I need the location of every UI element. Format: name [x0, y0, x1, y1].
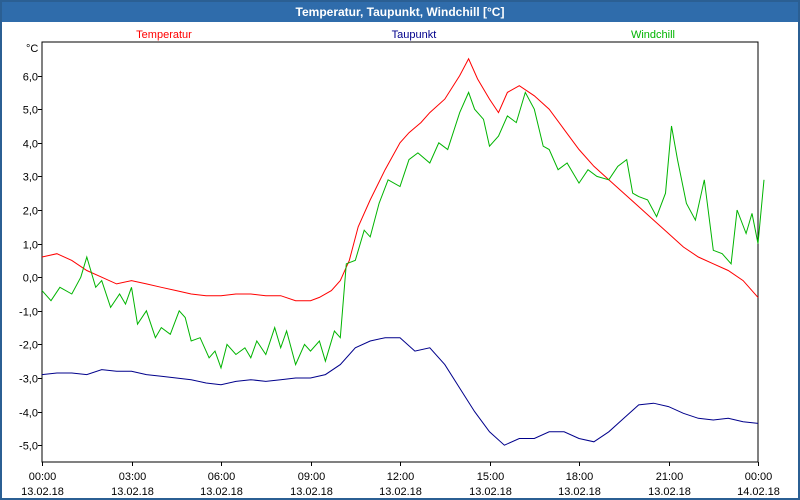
y-tick-label: -1,0: [19, 307, 38, 319]
y-tick-label: -5,0: [19, 441, 38, 453]
x-tick-label-date: 13.02.18: [558, 486, 601, 498]
legend: Temperatur Taupunkt Windchill: [136, 29, 675, 41]
y-tick-label: 2,0: [23, 206, 38, 218]
x-tick-label-time: 18:00: [566, 471, 594, 483]
legend-item-windchill: Windchill: [631, 29, 675, 41]
y-tick-label: 5,0: [23, 105, 38, 117]
x-tick-label-date: 14.02.18: [737, 486, 780, 498]
series-line-windchill: [41, 91, 765, 370]
series-line-taupunkt: [41, 337, 759, 446]
x-tick-label-time: 00:00: [745, 471, 773, 483]
series-line-temperatur: [41, 57, 759, 302]
x-tick-label-date: 13.02.18: [290, 486, 333, 498]
chart-title: Temperatur, Taupunkt, Windchill [°C]: [2, 2, 798, 22]
plot-area: [41, 41, 759, 463]
legend-item-temperatur: Temperatur: [136, 29, 192, 41]
x-tick-label-time: 09:00: [298, 471, 326, 483]
x-tick-label-date: 13.02.18: [648, 486, 691, 498]
y-tick-label: -4,0: [19, 408, 38, 420]
y-axis-unit: °C: [26, 43, 38, 55]
x-tick-label-date: 13.02.18: [21, 486, 64, 498]
y-tick-label: 3,0: [23, 172, 38, 184]
x-tick-label-time: 12:00: [387, 471, 415, 483]
y-tick-label: -2,0: [19, 340, 38, 352]
y-tick-label: 1,0: [23, 240, 38, 252]
axes: 6,0 5,0 4,0 3,0 2,0 1,0 0,0 -1,0 -2,0 -3,0 -4,0 -5,…: [19, 41, 780, 498]
x-tick-label-date: 13.02.18: [469, 486, 512, 498]
x-tick-label-time: 06:00: [208, 471, 236, 483]
series-lines: [41, 57, 765, 446]
y-tick-label: 6,0: [23, 72, 38, 84]
x-tick-label-time: 21:00: [656, 471, 684, 483]
x-tick-label-date: 13.02.18: [200, 486, 243, 498]
y-tick-label: 0,0: [23, 273, 38, 285]
y-tick-label: -3,0: [19, 374, 38, 386]
legend-item-taupunkt: Taupunkt: [392, 29, 437, 41]
x-tick-label-time: 15:00: [477, 471, 505, 483]
x-tick-label-time: 00:00: [29, 471, 57, 483]
x-tick-label-date: 13.02.18: [111, 486, 154, 498]
y-tick-label: 4,0: [23, 139, 38, 151]
x-tick-label-date: 13.02.18: [379, 486, 422, 498]
x-tick-label-time: 03:00: [119, 471, 147, 483]
